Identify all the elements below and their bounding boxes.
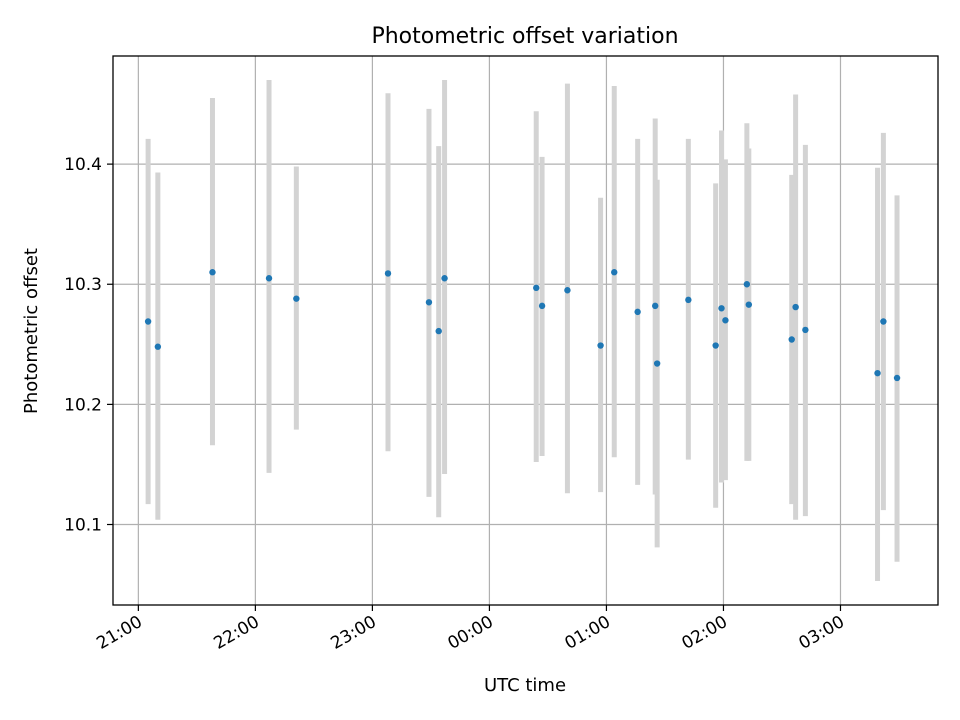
data-point [265,275,273,282]
data-point [154,343,162,350]
data-point [435,327,442,335]
plot-frame [112,55,939,606]
x-tick-label: 01:00 [562,612,614,654]
data-point [802,326,809,334]
data-point [712,342,719,349]
data-point [788,336,795,343]
x-tick-label: 22:00 [210,612,262,654]
chart-title: Photometric offset variation [371,24,678,49]
y-axis-label: Photometric offset [21,248,42,414]
data-point [874,369,881,377]
y-tick-label: 10.4 [64,155,102,175]
data-point [611,269,618,276]
data-point [209,269,216,276]
data-point [533,284,540,292]
data-point [651,302,659,310]
data-point [743,281,751,288]
y-axis-ticks: 10.1 10.2 10.3 10.4 [64,155,113,536]
y-tick-label: 10.2 [64,395,102,415]
data-point [893,374,901,382]
data-point [685,296,692,304]
x-axis-ticks: 21:00 22:00 23:00 00:00 01:00 02:00 03:00 [93,605,848,654]
data-point [718,305,725,312]
grid-lines [113,56,938,605]
x-tick-label: 23:00 [327,612,379,654]
data-point [293,295,300,302]
error-bars [145,80,900,581]
data-point [722,317,729,324]
y-tick-label: 10.1 [64,516,102,536]
x-tick-label: 00:00 [444,612,496,654]
data-point [653,360,661,367]
data-point [745,301,753,308]
data-point [425,299,433,306]
data-point [384,270,392,277]
x-tick-label: 21:00 [93,612,145,654]
data-point [564,287,571,294]
data-point [441,275,448,282]
data-point [880,318,887,325]
y-tick-label: 10.3 [64,275,102,295]
x-tick-label: 03:00 [796,612,848,654]
data-point [597,342,604,349]
data-point [538,302,546,310]
x-tick-label: 02:00 [679,612,731,654]
data-points [144,269,901,382]
data-point [634,308,641,316]
data-point [144,318,152,325]
x-axis-label: UTC time [484,675,566,696]
data-point [792,303,799,311]
